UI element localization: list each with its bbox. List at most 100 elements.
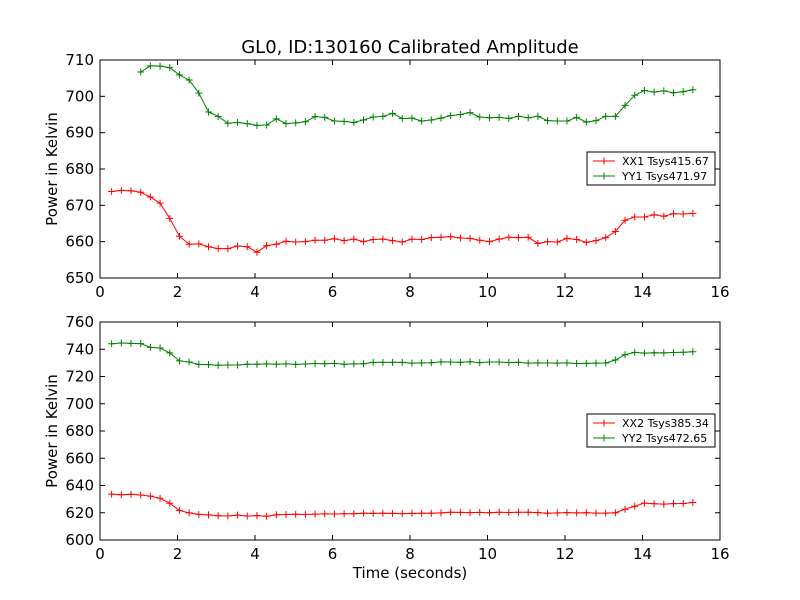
data-point-marker: [117, 491, 125, 499]
data-point-marker: [611, 356, 619, 364]
data-point-marker: [350, 235, 358, 243]
data-point-marker: [263, 242, 271, 250]
data-point-marker: [437, 233, 445, 241]
data-point-marker: [602, 234, 610, 242]
data-point-marker: [621, 505, 629, 513]
top-subplot: 0 2 4 6 8 10 12 14 16 650 660 670 680 690 700 710 Power …: [43, 51, 730, 301]
data-point-marker: [205, 243, 212, 251]
data-point-marker: [631, 91, 639, 99]
data-point-marker: [563, 509, 571, 517]
data-point-marker: [224, 512, 232, 520]
data-point-marker: [640, 87, 648, 95]
data-point-marker: [466, 358, 474, 366]
x-tick-label: 8: [405, 283, 415, 301]
data-point-marker: [679, 348, 687, 356]
data-point-marker: [292, 360, 300, 368]
data-point-marker: [369, 509, 377, 517]
data-point-marker: [573, 360, 581, 368]
x-tick-label: 2: [173, 283, 183, 301]
data-point-marker: [263, 512, 271, 520]
data-point-marker: [340, 510, 348, 518]
data-point-marker: [127, 339, 135, 347]
x-tick-label: 0: [95, 545, 105, 563]
data-point-marker: [272, 240, 280, 248]
data-point-marker: [301, 360, 309, 368]
data-point-marker: [670, 349, 677, 357]
data-point-marker: [108, 490, 116, 498]
data-point-marker: [631, 502, 639, 510]
data-point-marker: [427, 234, 435, 242]
data-point-marker: [234, 242, 242, 250]
data-point-marker: [350, 510, 358, 518]
data-point-marker: [466, 509, 474, 517]
data-point-marker: [592, 509, 600, 517]
data-point-marker: [398, 114, 406, 122]
x-tick-label: 14: [633, 545, 652, 563]
data-point-marker: [398, 510, 406, 518]
data-point-marker: [195, 360, 203, 368]
data-point-marker: [292, 119, 300, 127]
data-point-marker: [282, 511, 290, 519]
data-point-marker: [640, 213, 648, 221]
data-point-marker: [205, 361, 212, 369]
data-point-marker: [505, 358, 513, 366]
data-point-marker: [360, 509, 367, 517]
y-tick-label: 740: [65, 340, 94, 358]
data-point-marker: [650, 500, 658, 508]
data-point-marker: [660, 500, 668, 508]
data-point-marker: [544, 117, 552, 125]
data-point-marker: [311, 236, 319, 244]
data-point-marker: [175, 506, 183, 514]
data-point-marker: [175, 357, 183, 365]
y-tick-label: 680: [65, 422, 94, 440]
data-point-marker: [476, 113, 484, 121]
data-point-marker: [592, 117, 600, 125]
data-point-marker: [582, 509, 590, 517]
y-axis-label: Power in Kelvin: [43, 112, 61, 226]
data-point-marker: [582, 238, 590, 246]
y-tick-label: 670: [65, 196, 94, 214]
data-point-marker: [340, 360, 348, 368]
data-point-marker: [117, 339, 125, 347]
legend-marker: [600, 419, 608, 427]
data-point-marker: [195, 89, 203, 97]
data-point-marker: [175, 71, 183, 79]
data-point-marker: [544, 238, 552, 246]
data-point-marker: [505, 508, 513, 516]
data-point-marker: [398, 358, 406, 366]
data-point-marker: [389, 109, 397, 117]
series-line: [140, 65, 693, 126]
data-point-marker: [389, 358, 397, 366]
data-point-marker: [505, 114, 513, 122]
data-point-marker: [321, 510, 329, 518]
data-point-marker: [301, 118, 309, 126]
data-point-marker: [195, 510, 203, 518]
legend-box: [586, 413, 716, 448]
data-point-marker: [611, 227, 619, 235]
data-point-marker: [224, 245, 232, 253]
data-point-marker: [234, 118, 242, 126]
data-point-marker: [108, 340, 116, 348]
data-point-marker: [437, 358, 445, 366]
data-point-marker: [670, 500, 677, 508]
legend-box: [586, 151, 716, 186]
x-tick-label: 12: [555, 545, 574, 563]
data-point-marker: [214, 361, 222, 369]
x-tick-label: 6: [328, 545, 338, 563]
data-point-marker: [505, 233, 513, 241]
data-point-marker: [185, 509, 193, 517]
data-point-marker: [234, 361, 242, 369]
data-point-marker: [495, 113, 503, 121]
data-point-marker: [253, 121, 261, 129]
data-point-marker: [330, 510, 338, 518]
data-point-marker: [195, 240, 203, 248]
data-point-marker: [534, 359, 542, 367]
data-point-marker: [427, 116, 435, 124]
data-point-marker: [137, 491, 145, 499]
data-point-marker: [301, 238, 309, 246]
data-point-marker: [573, 509, 581, 517]
data-point-marker: [185, 240, 193, 248]
x-tick-label: 12: [555, 283, 574, 301]
data-point-marker: [602, 509, 610, 517]
